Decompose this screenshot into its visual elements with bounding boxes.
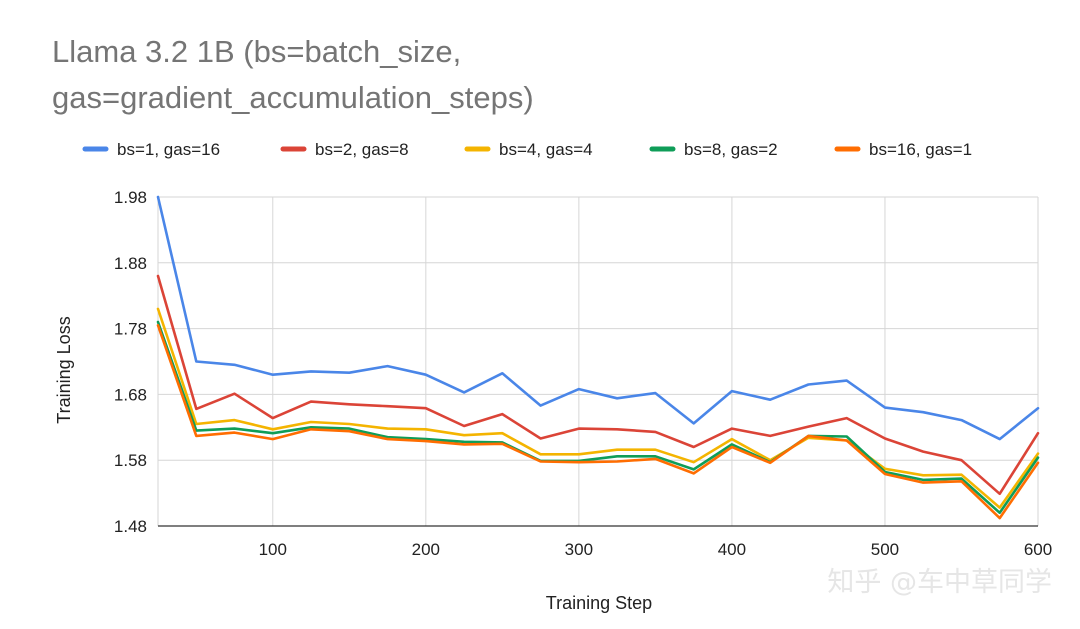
chart-title: Llama 3.2 1B (bs=batch_size, gas=gradien… <box>52 34 534 115</box>
x-tick-label: 400 <box>718 540 746 559</box>
chart-title-line-2: gas=gradient_accumulation_steps) <box>52 80 534 115</box>
y-tick-label: 1.88 <box>114 254 147 273</box>
series-line-5 <box>156 323 1040 520</box>
chart-title-line-1: Llama 3.2 1B (bs=batch_size, <box>52 34 461 69</box>
y-tick-label: 1.58 <box>114 451 147 470</box>
x-tick-label: 100 <box>259 540 287 559</box>
legend-label: bs=1, gas=16 <box>117 140 220 159</box>
y-tick-label: 1.78 <box>114 320 147 339</box>
series-line-1 <box>156 195 1040 441</box>
chart-series <box>156 195 1040 520</box>
series-line-3 <box>156 307 1040 509</box>
x-tick-label: 500 <box>871 540 899 559</box>
chart-tick-labels: 1.48 1.58 1.68 1.78 1.88 1.98 100 200 300 400 500 6… <box>114 188 1052 559</box>
chart-legend: bs=1, gas=16 bs=2, gas=8 bs=4, gas=4 bs=8, … <box>82 140 972 159</box>
x-tick-label: 600 <box>1024 540 1052 559</box>
y-tick-label: 1.48 <box>114 517 147 536</box>
legend-label: bs=4, gas=4 <box>499 140 593 159</box>
x-tick-label: 200 <box>412 540 440 559</box>
y-axis-label: Training Loss <box>54 316 74 423</box>
legend-label: bs=16, gas=1 <box>869 140 972 159</box>
series-line-2 <box>156 274 1040 496</box>
watermark-text: 知乎 @车中草同学 <box>827 567 1052 598</box>
y-tick-label: 1.98 <box>114 188 147 207</box>
legend-label: bs=8, gas=2 <box>684 140 778 159</box>
legend-label: bs=2, gas=8 <box>315 140 409 159</box>
x-axis-label: Training Step <box>546 593 652 613</box>
x-tick-label: 300 <box>565 540 593 559</box>
series-line-4 <box>156 320 1040 515</box>
y-tick-label: 1.68 <box>114 385 147 404</box>
chart-gridlines <box>157 196 1039 526</box>
